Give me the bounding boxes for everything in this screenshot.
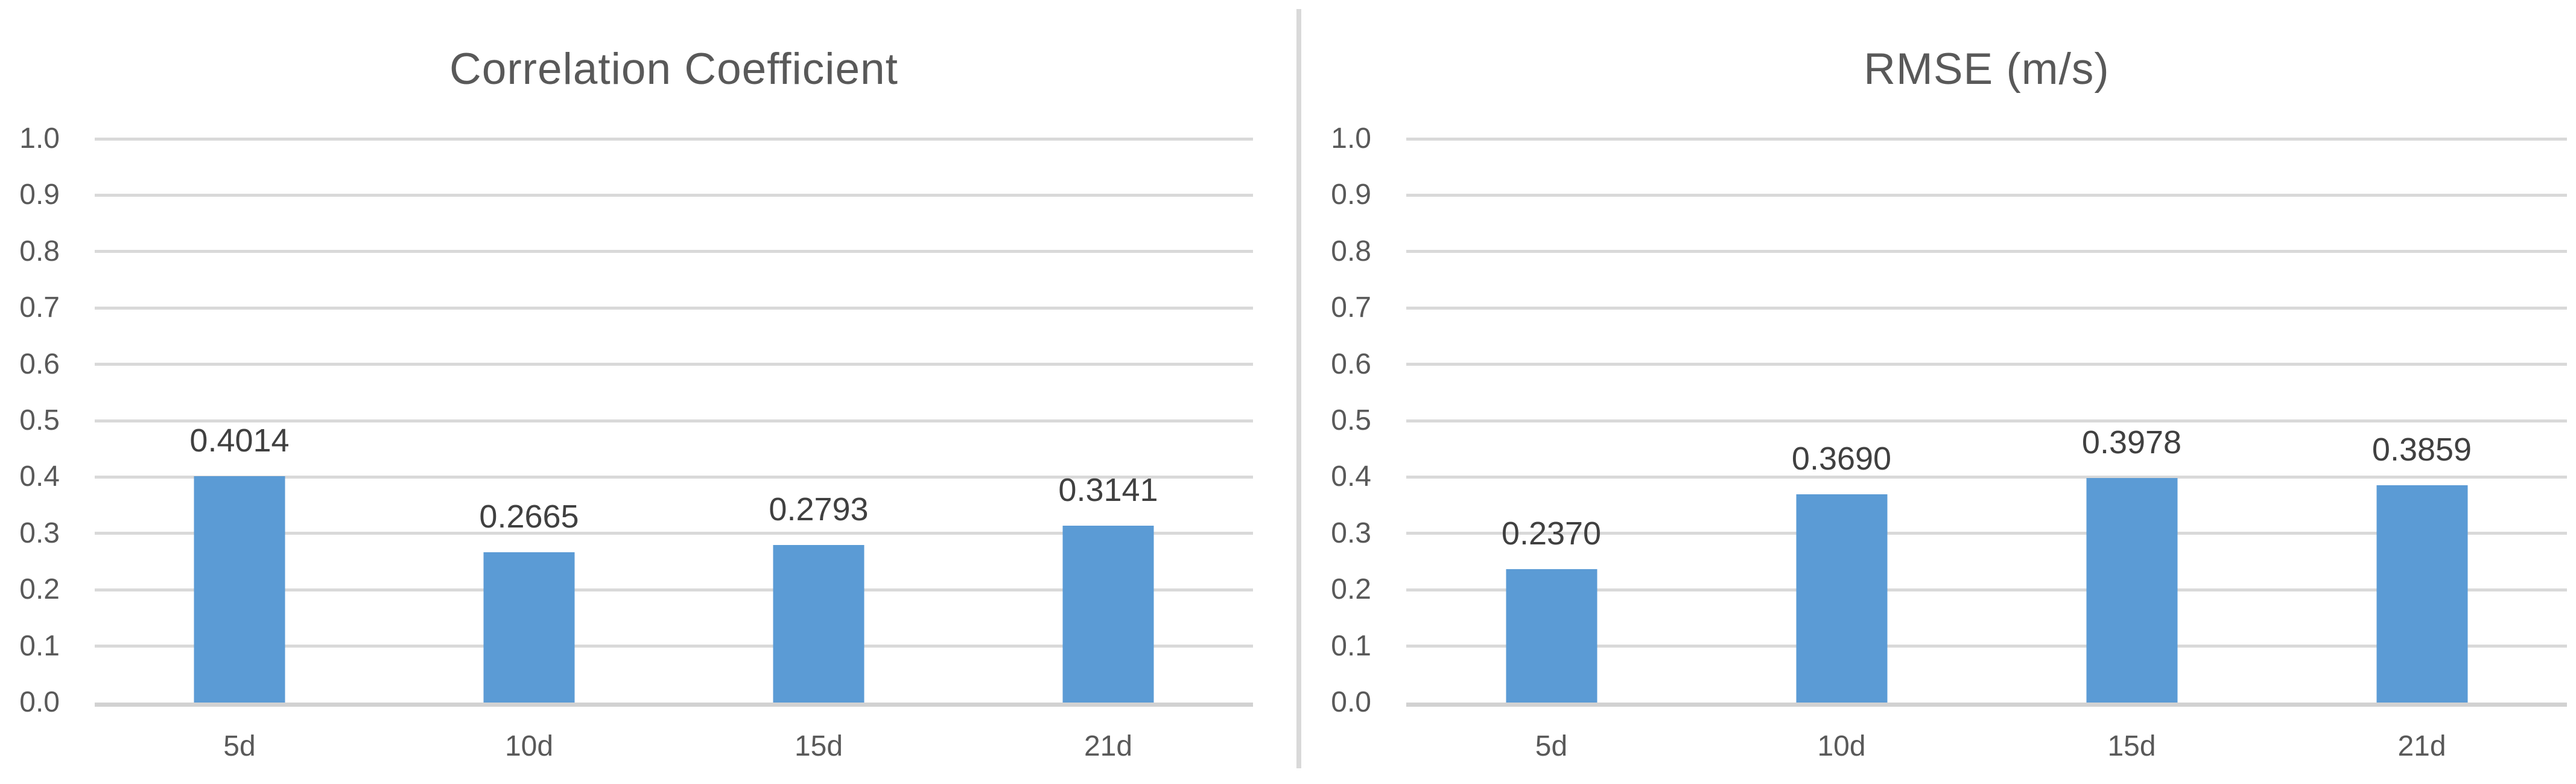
bar-10d [1796,494,1887,703]
data-label: 0.2370 [1501,515,1602,552]
y-axis-tick-label: 0.9 [1331,179,1371,211]
y-axis-tick-label: 0.8 [1331,235,1371,267]
y-axis-tick-label: 0.6 [1331,348,1371,380]
data-label: 0.3859 [2371,431,2472,468]
y-axis-tick-label: 0.8 [19,235,60,267]
chart-panel-correlation-coefficient: Correlation Coefficient 1.0 0.9 0.8 0.7 0.6 0… [19,45,1253,762]
y-axis-tick-label: 0.0 [19,686,60,718]
gridline [95,532,1253,535]
data-label: 0.2665 [479,499,579,535]
category-slot: 0.3690 10d [1696,139,1987,762]
gridline [95,363,1253,366]
bar-15d [773,545,864,703]
gridline [1406,250,2567,253]
plot-area: 1.0 0.9 0.8 0.7 0.6 0.5 0.4 0.3 0.2 0.1 0.0 0.2370 5… [1331,123,2567,762]
y-axis-tick-label: 0.7 [1331,292,1371,324]
category-slot: 0.3859 21d [2277,139,2567,762]
x-axis-line [95,703,1253,707]
bar-21d [2376,485,2467,703]
gridline [95,419,1253,422]
x-axis-category-label: 5d [1535,730,1568,762]
y-axis-tick-label: 1.0 [19,123,60,155]
category-slot: 0.2370 5d [1406,139,1696,762]
x-axis-category-label: 15d [2107,730,2156,762]
bar-15d [2086,478,2177,703]
y-axis-tick-label: 0.0 [1331,686,1371,718]
gridline [1406,419,2567,422]
panel-divider [1296,9,1301,768]
x-axis-line [1406,703,2567,707]
y-axis-tick-label: 0.2 [19,573,60,606]
y-axis-tick-label: 0.5 [1331,404,1371,436]
data-label: 0.2793 [769,491,869,528]
data-label: 0.3978 [2081,424,2182,461]
category-slot: 0.3141 21d [963,139,1253,762]
plot-area: 1.0 0.9 0.8 0.7 0.6 0.5 0.4 0.3 0.2 0.1 0.0 0.4014 5… [19,123,1253,762]
gridline [1406,475,2567,479]
x-axis-category-label: 10d [1817,730,1866,762]
gridline [95,137,1253,141]
gridline [95,193,1253,197]
x-axis-category-label: 21d [2397,730,2446,762]
x-axis-category-label: 21d [1083,730,1133,762]
chart-title: Correlation Coefficient [449,45,898,94]
data-label: 0.3690 [1791,441,1892,477]
y-axis-tick-label: 0.3 [1331,517,1371,549]
y-axis-tick-label: 0.1 [1331,629,1371,662]
category-slot: 0.2665 10d [384,139,674,762]
gridline [1406,137,2567,141]
gridline [95,588,1253,591]
category-slot: 0.2793 15d [674,139,963,762]
y-axis-tick-label: 0.9 [19,179,60,211]
y-axis-tick-label: 0.4 [1331,461,1371,493]
data-label: 0.3141 [1058,471,1158,508]
gridline [1406,363,2567,366]
gridline [1406,588,2567,591]
gridline [95,250,1253,253]
gridline [95,645,1253,648]
x-axis-category-label: 5d [223,730,256,762]
category-slot: 0.3978 15d [1987,139,2277,762]
bar-5d [194,476,285,703]
gridline [95,306,1253,310]
gridline [1406,193,2567,197]
x-axis-category-label: 10d [504,730,554,762]
x-axis-category-label: 15d [794,730,843,762]
category-slot: 0.4014 5d [95,139,384,762]
y-axis-tick-label: 0.7 [19,292,60,324]
bar-5d [1506,569,1597,703]
data-label: 0.4014 [189,422,290,459]
y-axis-tick-label: 0.3 [19,517,60,549]
gridline [95,475,1253,479]
y-axis-tick-label: 1.0 [1331,123,1371,155]
chart-panel-rmse: RMSE (m/s) 1.0 0.9 0.8 0.7 0.6 0.5 0.4 0.3 0.2 0.… [1300,0,2576,784]
bar-10d [483,552,575,703]
chart-title: RMSE (m/s) [1864,45,2110,94]
y-axis-tick-label: 0.4 [19,461,60,493]
y-axis-tick-label: 0.5 [19,404,60,436]
gridline [1406,306,2567,310]
y-axis-tick-label: 0.2 [1331,573,1371,606]
gridline [1406,532,2567,535]
y-axis-tick-label: 0.1 [19,629,60,662]
y-axis-tick-label: 0.6 [19,348,60,380]
bar-21d [1062,525,1154,703]
gridline [1406,645,2567,648]
